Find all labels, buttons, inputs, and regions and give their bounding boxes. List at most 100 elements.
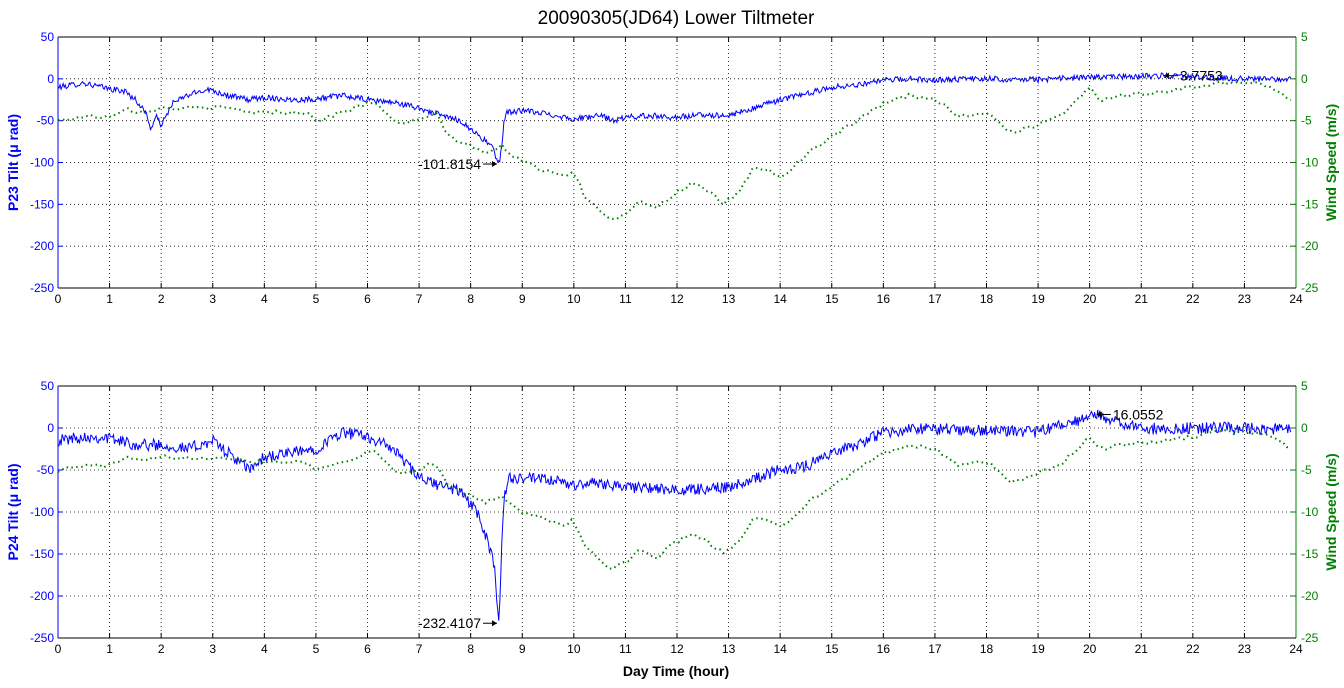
y-left-tick-label: 0	[47, 421, 54, 435]
x-tick-label: 23	[1238, 292, 1252, 306]
y-left-tick-label: -150	[30, 197, 54, 211]
y-right-tick-label: -25	[1301, 281, 1319, 295]
plot-area	[58, 386, 1296, 638]
annotation-label: -232.4107	[418, 615, 481, 631]
x-tick-label: 11	[619, 642, 632, 656]
y-right-tick-label: -5	[1301, 463, 1312, 477]
plot-area	[58, 37, 1296, 288]
y-right-tick-label: -5	[1301, 114, 1312, 128]
x-tick-label: 9	[519, 292, 526, 306]
y-left-tick-label: -150	[30, 547, 54, 561]
y-left-axis-label: P24 Tilt (μ rad)	[5, 464, 21, 561]
x-tick-label: 1	[106, 292, 113, 306]
x-tick-label: 3	[209, 642, 216, 656]
x-tick-label: 20	[1083, 642, 1097, 656]
x-tick-label: 6	[364, 642, 371, 656]
x-tick-label: 21	[1135, 642, 1149, 656]
tilt-line	[57, 71, 1292, 164]
y-right-axis-label: Wind Speed (m/s)	[1323, 104, 1339, 221]
x-tick-label: 17	[928, 292, 942, 306]
x-tick-label: 24	[1289, 292, 1303, 306]
y-right-tick-label: 0	[1301, 421, 1308, 435]
x-tick-label: 7	[416, 642, 423, 656]
y-left-tick-label: 0	[47, 72, 54, 86]
x-tick-label: 3	[209, 292, 216, 306]
x-tick-label: 15	[825, 642, 839, 656]
x-tick-label: 18	[980, 642, 994, 656]
x-tick-label: 5	[313, 292, 320, 306]
x-tick-label: 13	[722, 292, 736, 306]
y-right-tick-label: -15	[1301, 197, 1319, 211]
y-left-tick-label: -250	[30, 631, 54, 645]
x-tick-label: 8	[467, 642, 474, 656]
y-right-tick-label: 5	[1301, 379, 1308, 393]
wind-speed-line	[57, 80, 1292, 220]
x-tick-label: 8	[467, 292, 474, 306]
x-tick-label: 15	[825, 292, 839, 306]
y-left-tick-label: -200	[30, 239, 54, 253]
y-left-tick-label: -200	[30, 589, 54, 603]
x-axis-label: Day Time (hour)	[623, 663, 729, 679]
y-right-tick-label: -10	[1301, 156, 1319, 170]
y-right-tick-label: -20	[1301, 239, 1319, 253]
x-tick-label: 20	[1083, 292, 1097, 306]
x-tick-label: 22	[1186, 292, 1200, 306]
x-tick-label: 10	[567, 292, 581, 306]
figure-title: 20090305(JD64) Lower Tiltmeter	[538, 8, 815, 29]
x-tick-label: 0	[55, 642, 62, 656]
x-tick-label: 23	[1238, 642, 1252, 656]
wind-speed-line	[57, 429, 1291, 570]
annotation-arrowhead	[492, 620, 498, 627]
x-tick-label: 19	[1031, 642, 1045, 656]
y-right-tick-label: 5	[1301, 30, 1308, 44]
annotation-arrowhead	[492, 161, 498, 168]
x-tick-label: 1	[106, 642, 113, 656]
x-tick-label: 21	[1135, 292, 1149, 306]
y-right-tick-label: 0	[1301, 72, 1308, 86]
x-tick-label: 14	[773, 642, 787, 656]
annotation-label: 16.0552	[1113, 407, 1164, 423]
y-right-tick-label: -15	[1301, 547, 1319, 561]
y-left-axis-label: P23 Tilt (μ rad)	[5, 114, 21, 211]
x-tick-label: 12	[670, 292, 684, 306]
y-left-tick-label: 50	[41, 30, 55, 44]
x-tick-label: 2	[158, 642, 165, 656]
annotation-label: -101.8154	[418, 156, 481, 172]
y-left-tick-label: -100	[30, 156, 54, 170]
y-left-tick-label: -100	[30, 505, 54, 519]
x-tick-label: 11	[619, 292, 632, 306]
panel-1: 0 1 2 3 4 5 6 7 8 9 10 11 12 13 14 15 16 17 18 19 20 21 22 23 24…	[5, 30, 1339, 306]
y-right-axis-label: Wind Speed (m/s)	[1323, 453, 1339, 570]
tilt-line	[57, 409, 1292, 621]
x-tick-label: 5	[313, 642, 320, 656]
y-right-tick-label: -25	[1301, 631, 1319, 645]
y-left-tick-label: -50	[37, 114, 55, 128]
x-tick-label: 10	[567, 642, 581, 656]
annotation-label: 3.7753	[1180, 68, 1223, 84]
y-right-tick-label: -20	[1301, 589, 1319, 603]
panel-2: 0 1 2 3 4 5 6 7 8 9 10 11 12 13 14 15 16 17 18 19 20 21 22 23 24…	[5, 379, 1339, 656]
x-tick-label: 7	[416, 292, 423, 306]
x-tick-label: 16	[877, 642, 891, 656]
x-tick-label: 13	[722, 642, 736, 656]
panels-group: 0 1 2 3 4 5 6 7 8 9 10 11 12 13 14 15 16 17 18 19 20 21 22 23 24…	[5, 30, 1339, 656]
x-tick-label: 16	[877, 292, 891, 306]
y-left-tick-label: -50	[37, 463, 55, 477]
x-tick-label: 19	[1031, 292, 1045, 306]
x-tick-label: 6	[364, 292, 371, 306]
x-tick-label: 22	[1186, 642, 1200, 656]
y-left-tick-label: -250	[30, 281, 54, 295]
x-tick-label: 24	[1289, 642, 1303, 656]
annotation-arrowhead	[1163, 72, 1169, 79]
annotation-arrowhead	[1096, 411, 1102, 418]
x-tick-label: 18	[980, 292, 994, 306]
x-tick-label: 4	[261, 642, 268, 656]
x-tick-label: 14	[773, 292, 787, 306]
y-right-tick-label: -10	[1301, 505, 1319, 519]
x-tick-label: 12	[670, 642, 684, 656]
x-tick-label: 0	[55, 292, 62, 306]
y-left-tick-label: 50	[41, 379, 55, 393]
x-tick-label: 4	[261, 292, 268, 306]
